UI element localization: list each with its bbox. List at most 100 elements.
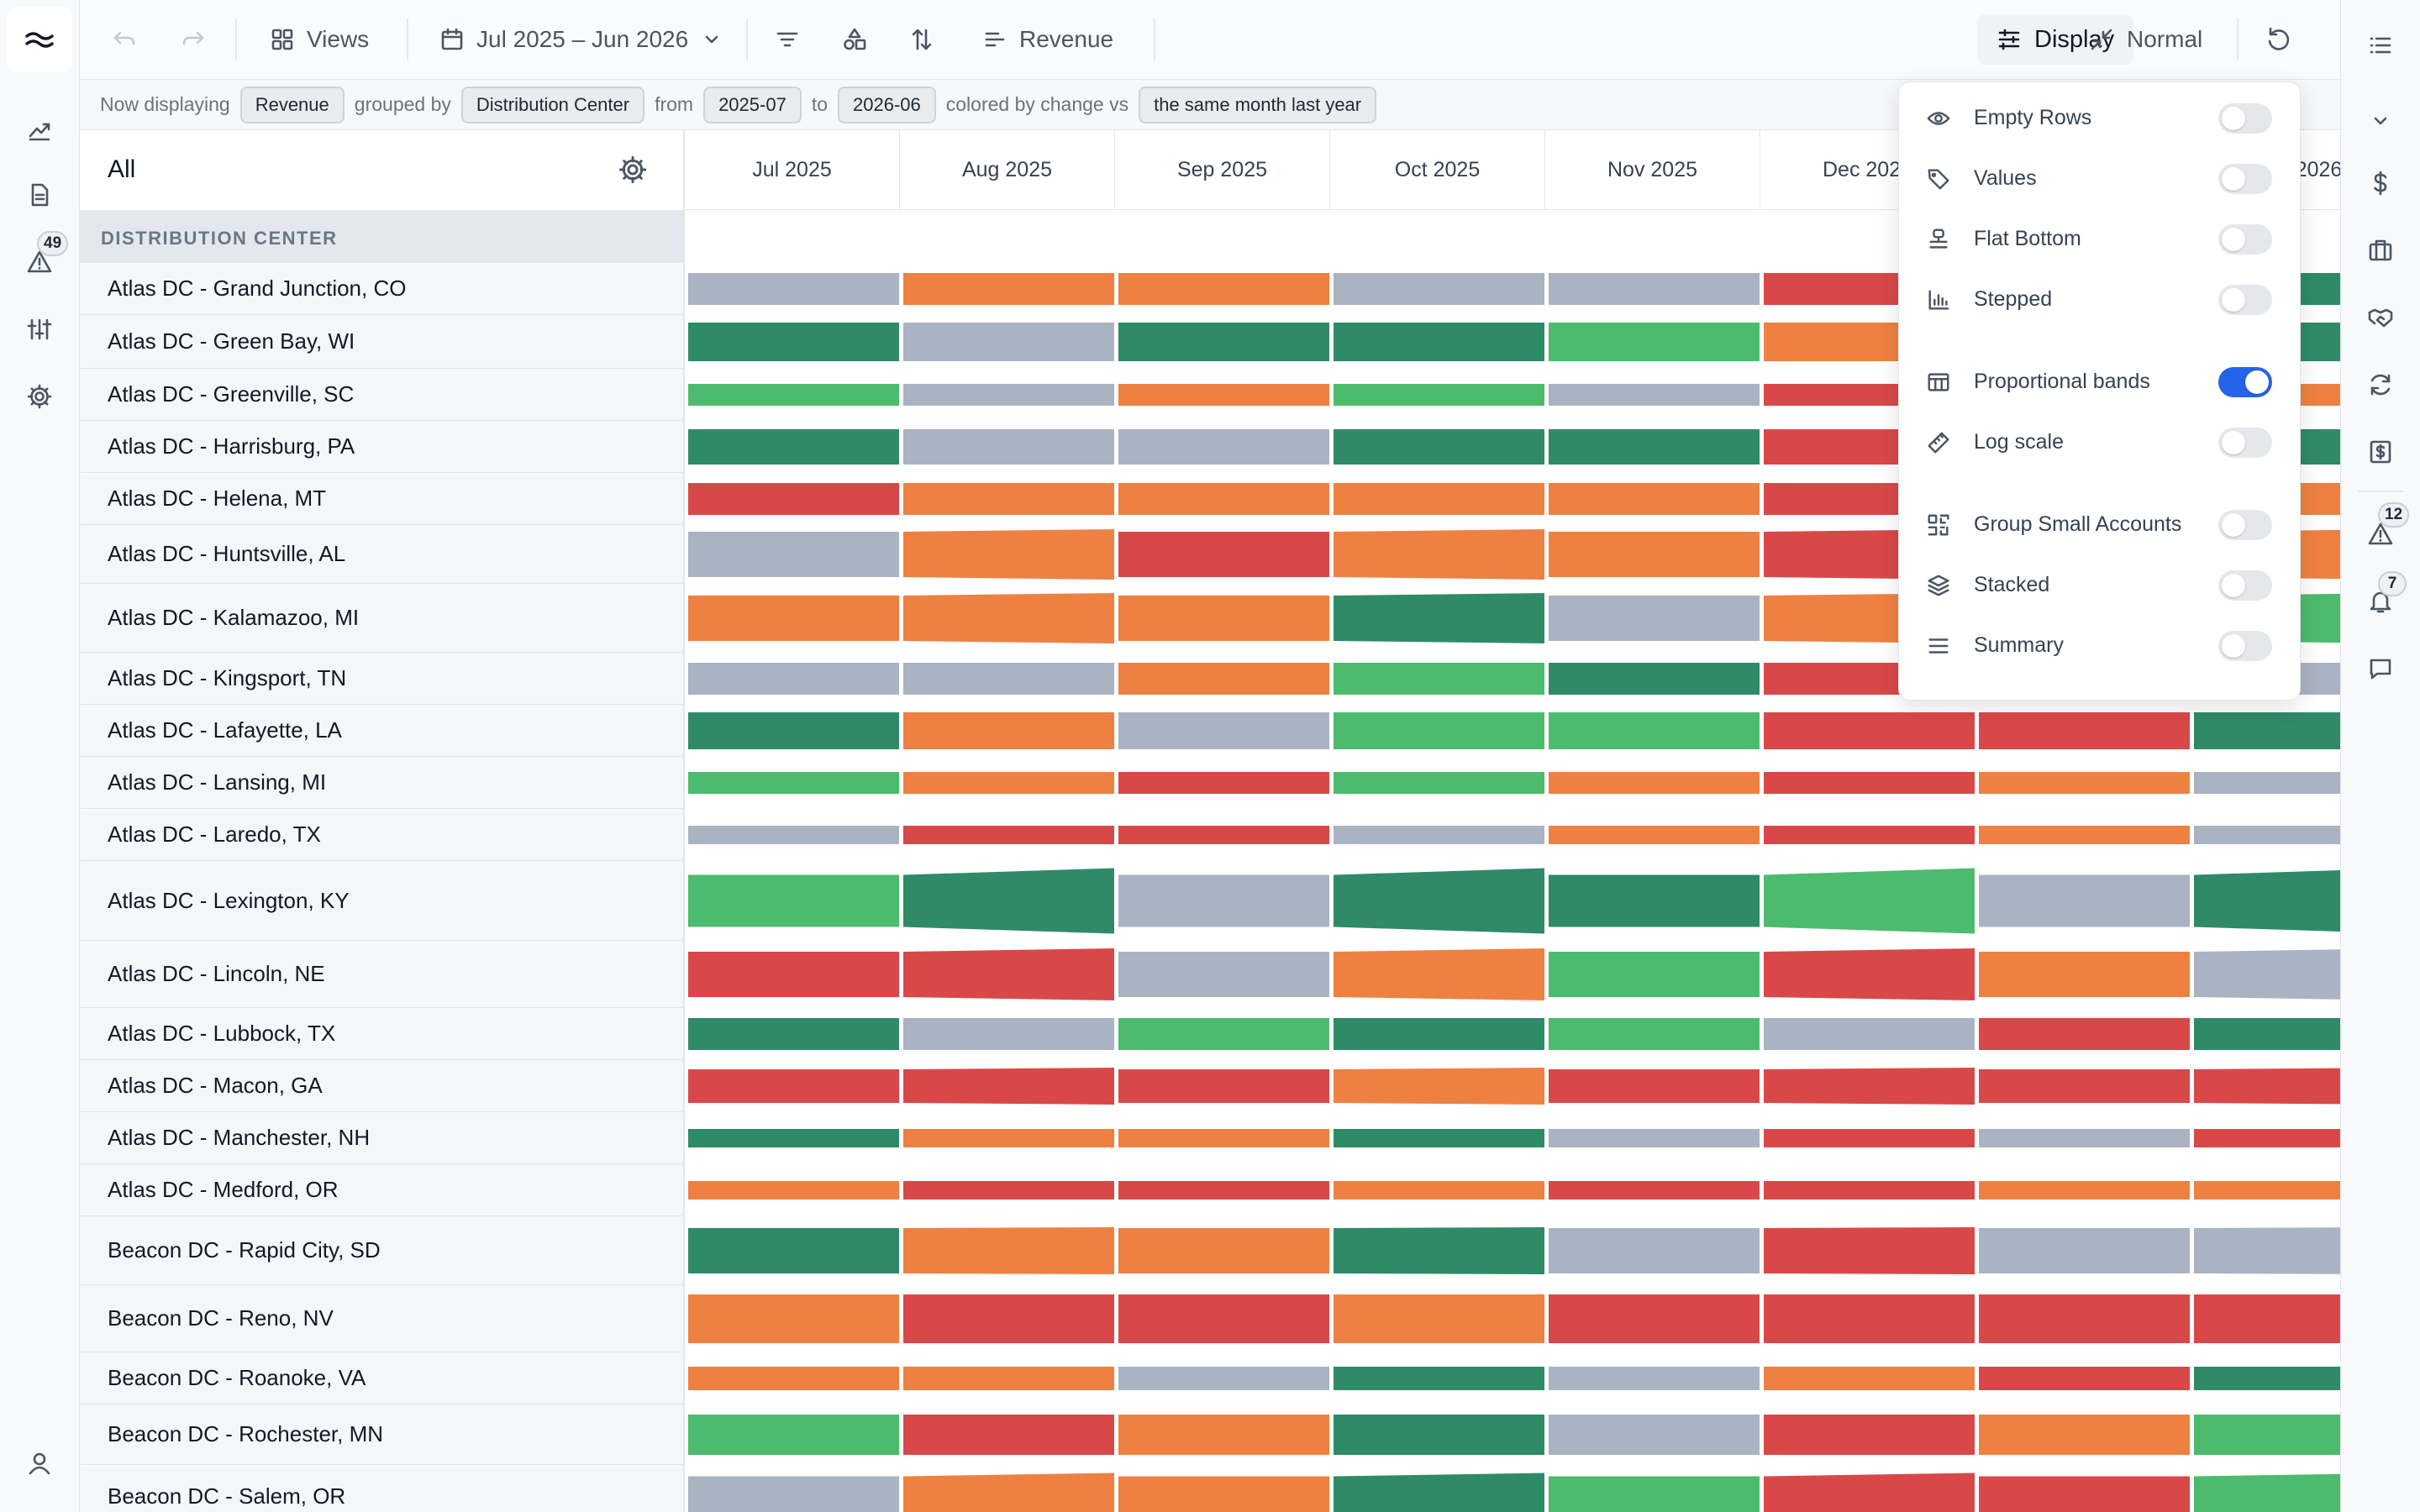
- revenue-band[interactable]: [688, 874, 899, 927]
- row-label[interactable]: Atlas DC - Medford, OR: [80, 1164, 683, 1216]
- revenue-band[interactable]: [1118, 1476, 1329, 1512]
- end-month-chip[interactable]: 2026-06: [838, 86, 936, 123]
- revenue-band[interactable]: [1118, 663, 1329, 695]
- comments-panel-button[interactable]: [2360, 648, 2401, 689]
- option-toggle[interactable]: [2218, 631, 2272, 661]
- revenue-band[interactable]: [1334, 772, 1544, 794]
- revenue-band[interactable]: [2194, 1473, 2340, 1512]
- deals-panel-button[interactable]: [2360, 297, 2401, 338]
- option-toggle[interactable]: [2218, 103, 2272, 134]
- revenue-band[interactable]: [1549, 1228, 1760, 1273]
- revenue-band[interactable]: [903, 529, 1114, 580]
- revenue-band[interactable]: [1118, 1129, 1329, 1147]
- option-toggle[interactable]: [2218, 224, 2272, 255]
- revenue-band[interactable]: [1118, 952, 1329, 997]
- revenue-band[interactable]: [2194, 1181, 2340, 1200]
- row-label[interactable]: Beacon DC - Rapid City, SD: [80, 1216, 683, 1285]
- revenue-band[interactable]: [1118, 273, 1329, 305]
- revenue-band[interactable]: [903, 1181, 1114, 1200]
- revenue-band[interactable]: [1549, 772, 1760, 794]
- revenue-band[interactable]: [903, 323, 1114, 361]
- revenue-band[interactable]: [1764, 1415, 1975, 1455]
- revenue-band[interactable]: [1118, 772, 1329, 794]
- option-toggle[interactable]: [2218, 570, 2272, 601]
- revenue-band[interactable]: [1334, 1068, 1544, 1105]
- revenue-band[interactable]: [903, 1129, 1114, 1147]
- grouping-chip[interactable]: Distribution Center: [460, 86, 645, 123]
- collapse-panel-button[interactable]: [2360, 101, 2401, 141]
- revenue-band[interactable]: [1979, 772, 2190, 794]
- revenue-band[interactable]: [1549, 429, 1760, 465]
- revenue-band[interactable]: [1979, 1181, 2190, 1200]
- revenue-band[interactable]: [1118, 712, 1329, 749]
- revenue-band[interactable]: [1979, 1415, 2190, 1455]
- row-label[interactable]: Atlas DC - Lubbock, TX: [80, 1008, 683, 1060]
- revenue-band[interactable]: [688, 826, 899, 844]
- revenue-band[interactable]: [1979, 1018, 2190, 1050]
- undo-button[interactable]: [110, 0, 139, 79]
- revenue-band[interactable]: [1118, 1069, 1329, 1103]
- option-toggle[interactable]: [2218, 428, 2272, 458]
- revenue-band[interactable]: [1334, 1129, 1544, 1147]
- revenue-band[interactable]: [1549, 384, 1760, 406]
- revenue-band[interactable]: [903, 663, 1114, 695]
- row-label[interactable]: Atlas DC - Lansing, MI: [80, 757, 683, 809]
- revenue-band[interactable]: [1979, 1476, 2190, 1512]
- revenue-band[interactable]: [1118, 874, 1329, 927]
- revenue-band[interactable]: [1979, 952, 2190, 997]
- revenue-band[interactable]: [1118, 532, 1329, 577]
- row-label[interactable]: Atlas DC - Harrisburg, PA: [80, 421, 683, 473]
- revenue-band[interactable]: [903, 868, 1114, 934]
- option-toggle[interactable]: [2218, 285, 2272, 315]
- revenue-band[interactable]: [688, 483, 899, 515]
- date-range-picker[interactable]: Jul 2025 – Jun 2026: [439, 0, 722, 79]
- revenue-band[interactable]: [688, 1181, 899, 1200]
- revenue-band[interactable]: [2194, 826, 2340, 844]
- revenue-band[interactable]: [1764, 1068, 1975, 1105]
- revenue-band[interactable]: [1334, 1181, 1544, 1200]
- revenue-band[interactable]: [1764, 1181, 1975, 1200]
- column-header[interactable]: Oct 2025: [1330, 130, 1545, 210]
- revenue-band[interactable]: [2194, 772, 2340, 794]
- redo-button[interactable]: [179, 0, 208, 79]
- revenue-band[interactable]: [688, 1367, 899, 1390]
- display-option-row[interactable]: Proportional bands: [1899, 358, 2300, 405]
- views-button[interactable]: Views: [270, 0, 369, 79]
- option-toggle[interactable]: [2218, 510, 2272, 540]
- revenue-band[interactable]: [1334, 826, 1544, 844]
- trends-nav-button[interactable]: [19, 109, 60, 150]
- option-toggle[interactable]: [2218, 367, 2272, 397]
- row-label[interactable]: Atlas DC - Kingsport, TN: [80, 653, 683, 705]
- revenue-band[interactable]: [1549, 952, 1760, 997]
- display-option-row[interactable]: Values: [1899, 155, 2300, 202]
- revenue-band[interactable]: [1549, 1476, 1760, 1512]
- revenue-band[interactable]: [903, 948, 1114, 1000]
- revenue-band[interactable]: [903, 1415, 1114, 1455]
- revenue-band[interactable]: [1118, 1181, 1329, 1200]
- reports-nav-button[interactable]: [19, 175, 60, 215]
- row-label[interactable]: Beacon DC - Roanoke, VA: [80, 1352, 683, 1404]
- revenue-band[interactable]: [903, 1294, 1114, 1343]
- start-month-chip[interactable]: 2025-07: [703, 86, 802, 123]
- column-header[interactable]: Sep 2025: [1115, 130, 1330, 210]
- gear-icon[interactable]: [618, 155, 648, 185]
- revenue-band[interactable]: [688, 952, 899, 997]
- revenue-band[interactable]: [903, 826, 1114, 844]
- revenue-band[interactable]: [1549, 1018, 1760, 1050]
- revenue-band[interactable]: [1979, 1129, 2190, 1147]
- revenue-band[interactable]: [1979, 1069, 2190, 1103]
- revenue-band[interactable]: [903, 483, 1114, 515]
- revenue-band[interactable]: [688, 596, 899, 641]
- display-option-row[interactable]: Empty Rows: [1899, 94, 2300, 141]
- revenue-band[interactable]: [1334, 1018, 1544, 1050]
- list-panel-button[interactable]: [2360, 25, 2401, 66]
- revenue-band[interactable]: [1979, 1367, 2190, 1390]
- revenue-band[interactable]: [903, 384, 1114, 406]
- revenue-band[interactable]: [1118, 384, 1329, 406]
- revenue-band[interactable]: [688, 1476, 899, 1512]
- profile-button[interactable]: [19, 1443, 60, 1483]
- option-toggle[interactable]: [2218, 164, 2272, 194]
- revenue-band[interactable]: [688, 384, 899, 406]
- display-option-row[interactable]: Stacked: [1899, 561, 2300, 608]
- group-by-button[interactable]: [841, 0, 868, 79]
